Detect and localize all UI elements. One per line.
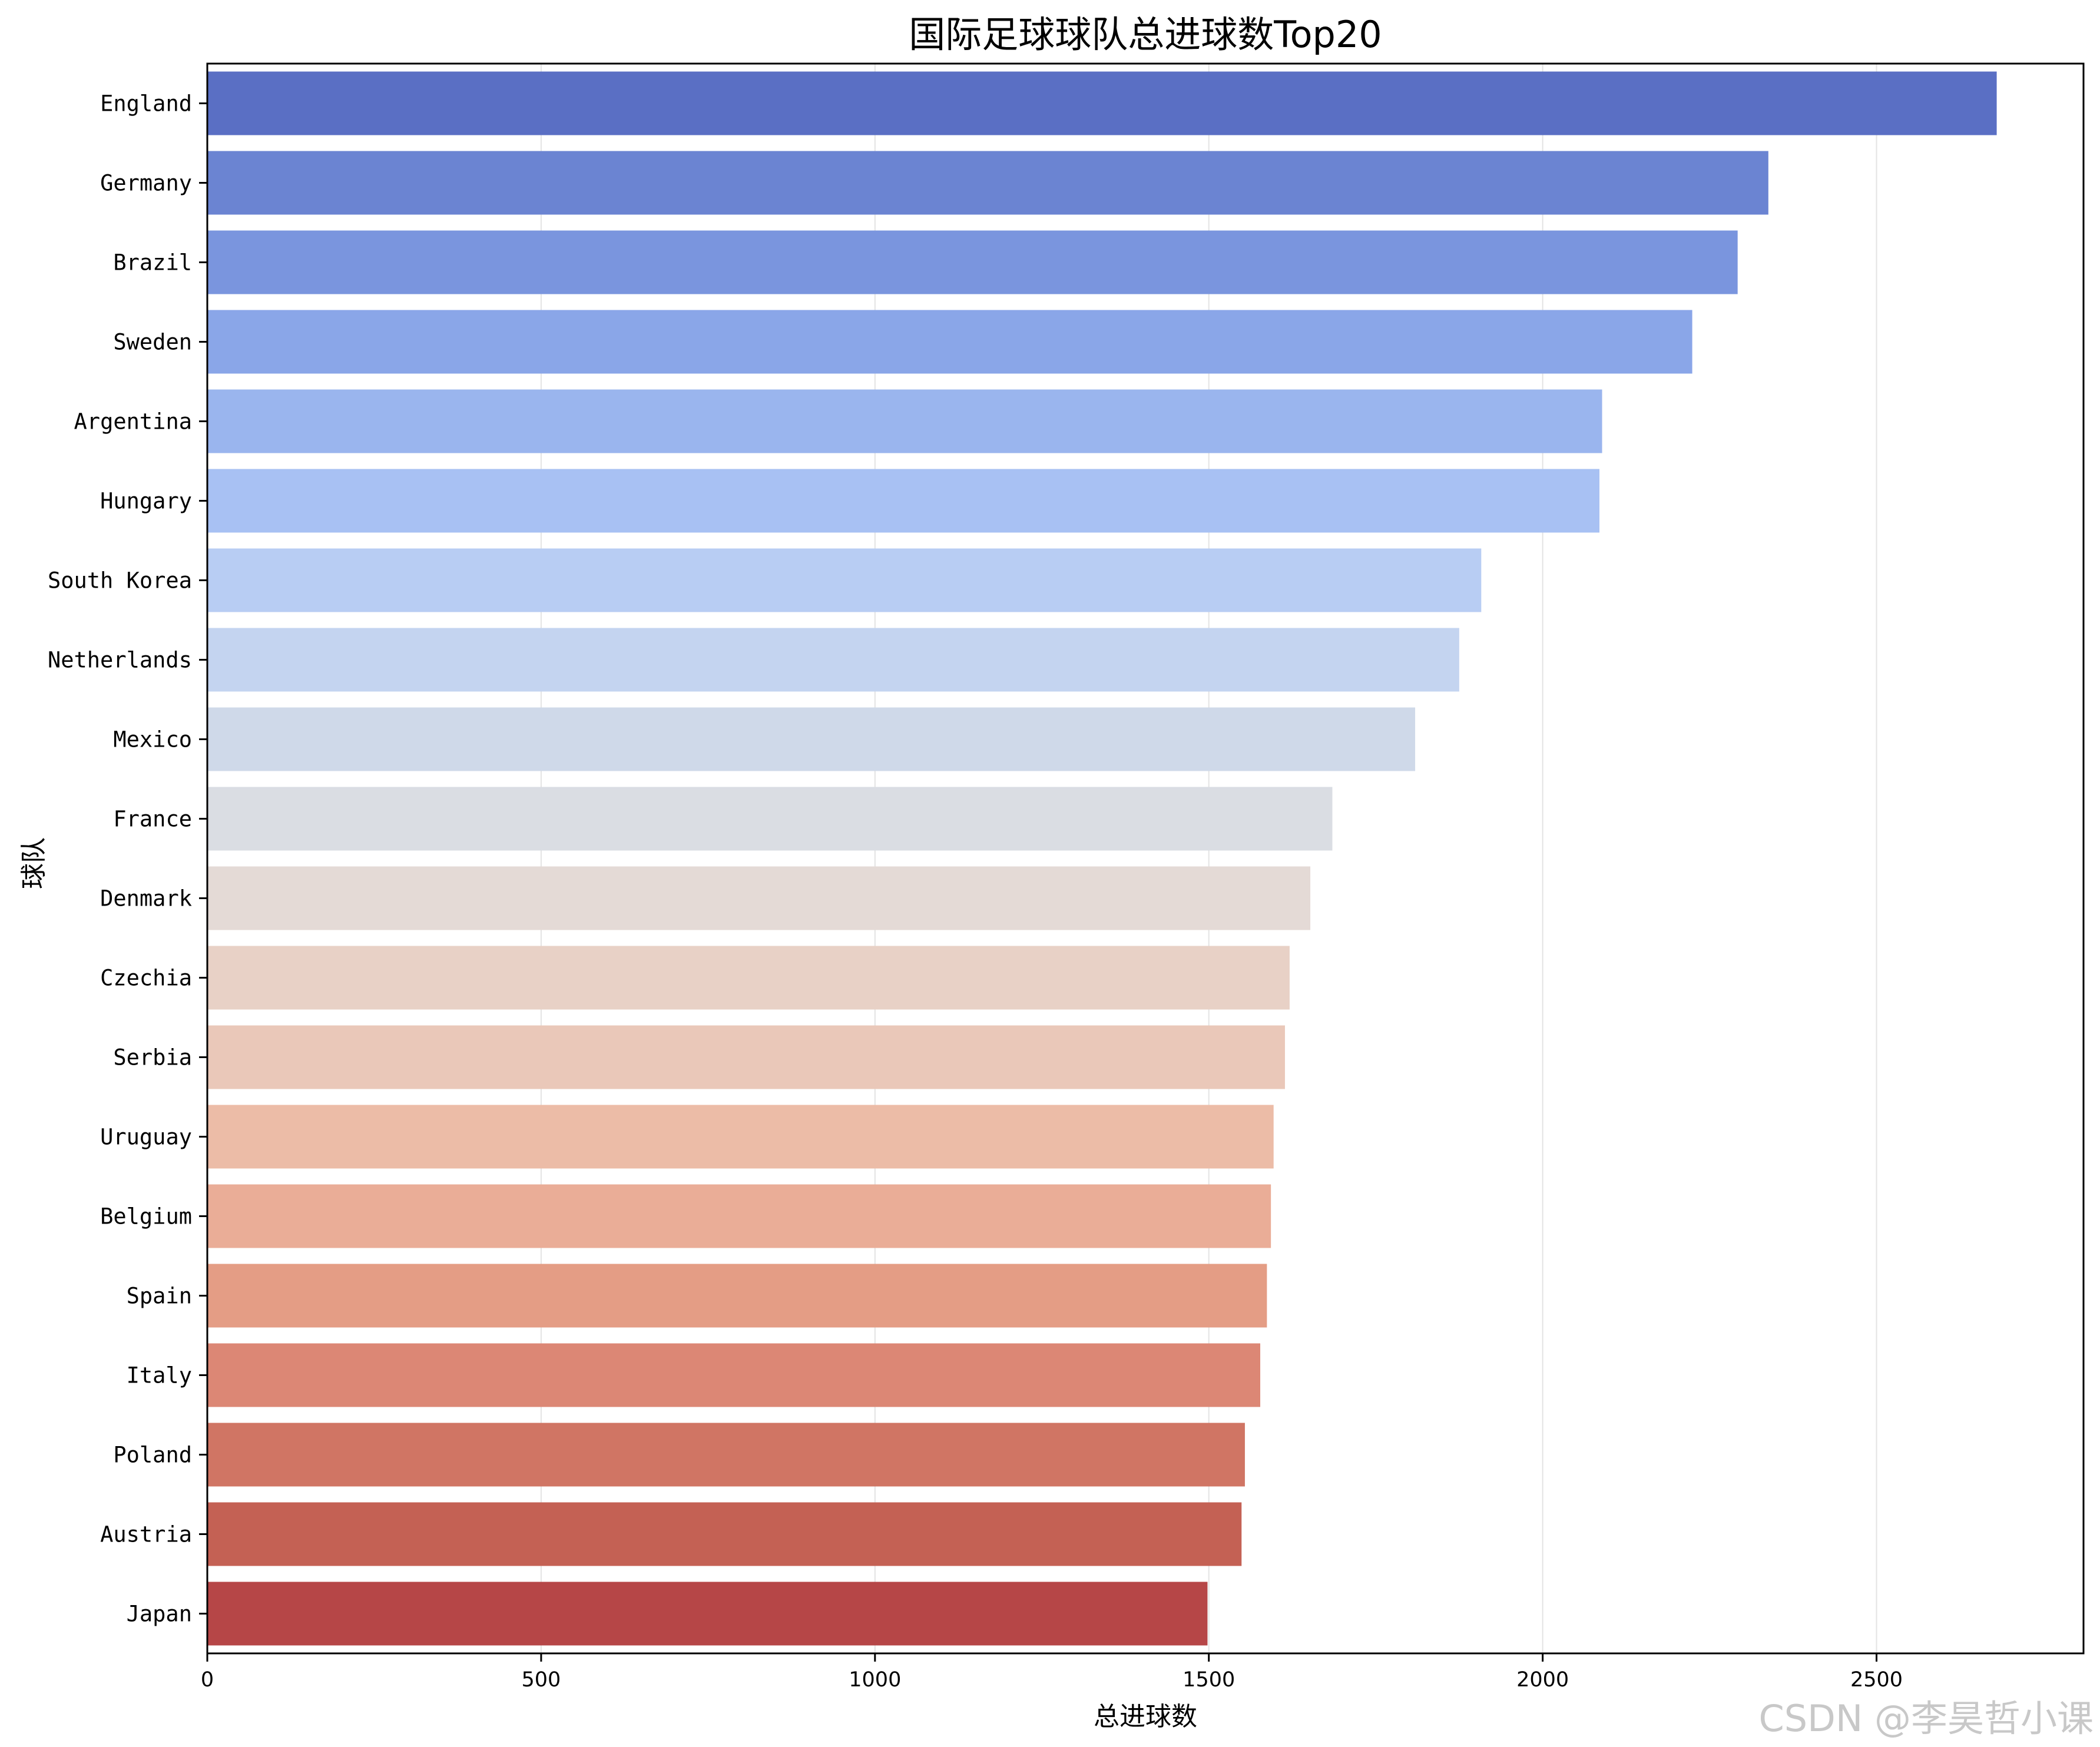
bar-germany: [207, 151, 1768, 215]
chart-title: 国际足球球队总进球数Top20: [909, 13, 1382, 56]
bar-serbia: [207, 1025, 1285, 1089]
y-tick-label: France: [113, 807, 192, 832]
bar-japan: [207, 1582, 1208, 1646]
x-axis-label: 总进球数: [1094, 1702, 1197, 1732]
bar-denmark: [207, 866, 1311, 930]
bar-czechia: [207, 946, 1290, 1010]
y-tick-label: Sweden: [113, 330, 192, 355]
y-tick-label: Spain: [127, 1284, 192, 1309]
y-tick-label: Mexico: [113, 727, 192, 752]
bar-argentina: [207, 389, 1602, 453]
y-tick-label: Serbia: [113, 1045, 192, 1070]
x-tick-label: 0: [201, 1668, 214, 1692]
bar-uruguay: [207, 1105, 1274, 1169]
y-tick-label: Czechia: [100, 966, 192, 991]
y-tick-label: Denmark: [100, 886, 192, 911]
bar-belgium: [207, 1184, 1271, 1248]
bar-brazil: [207, 230, 1738, 294]
y-tick-label: Uruguay: [100, 1125, 192, 1150]
y-axis-ticks: England Germany Brazil Sweden Argentina Hunga…: [48, 91, 207, 1627]
bar-mexico: [207, 707, 1416, 771]
y-tick-label: Brazil: [113, 250, 192, 276]
bar-hungary: [207, 469, 1599, 533]
y-tick-label: Germany: [100, 171, 192, 196]
y-tick-label: Austria: [100, 1522, 192, 1547]
bar-sweden: [207, 310, 1692, 374]
y-tick-label: England: [100, 91, 192, 117]
watermark: CSDN @李昊哲小课: [1759, 1697, 2094, 1740]
y-tick-label: Italy: [127, 1363, 192, 1388]
bar-italy: [207, 1343, 1261, 1407]
y-tick-label: Netherlands: [48, 648, 192, 673]
y-tick-label: Belgium: [100, 1204, 192, 1229]
y-tick-label: South Korea: [48, 568, 192, 594]
x-tick-label: 500: [521, 1668, 561, 1692]
bar-poland: [207, 1423, 1245, 1487]
bar-south-korea: [207, 548, 1482, 612]
plot-frame: [206, 62, 2085, 1655]
x-axis-ticks: 0 500 1000 1500 2000 2500: [201, 1653, 1903, 1692]
bar-netherlands: [207, 628, 1459, 692]
x-tick-label: 2000: [1516, 1668, 1569, 1692]
bar-france: [207, 787, 1333, 851]
bars: [207, 71, 1997, 1646]
y-tick-label: Japan: [127, 1602, 192, 1627]
bar-spain: [207, 1264, 1267, 1328]
y-tick-label: Hungary: [100, 489, 192, 514]
y-axis-label: 球队: [19, 837, 49, 889]
x-tick-label: 1000: [849, 1668, 901, 1692]
bar-england: [207, 71, 1997, 135]
bar-austria: [207, 1502, 1242, 1566]
y-tick-label: Argentina: [74, 409, 192, 435]
x-tick-label: 2500: [1850, 1668, 1903, 1692]
x-tick-label: 1500: [1183, 1668, 1235, 1692]
y-tick-label: Poland: [113, 1443, 192, 1468]
